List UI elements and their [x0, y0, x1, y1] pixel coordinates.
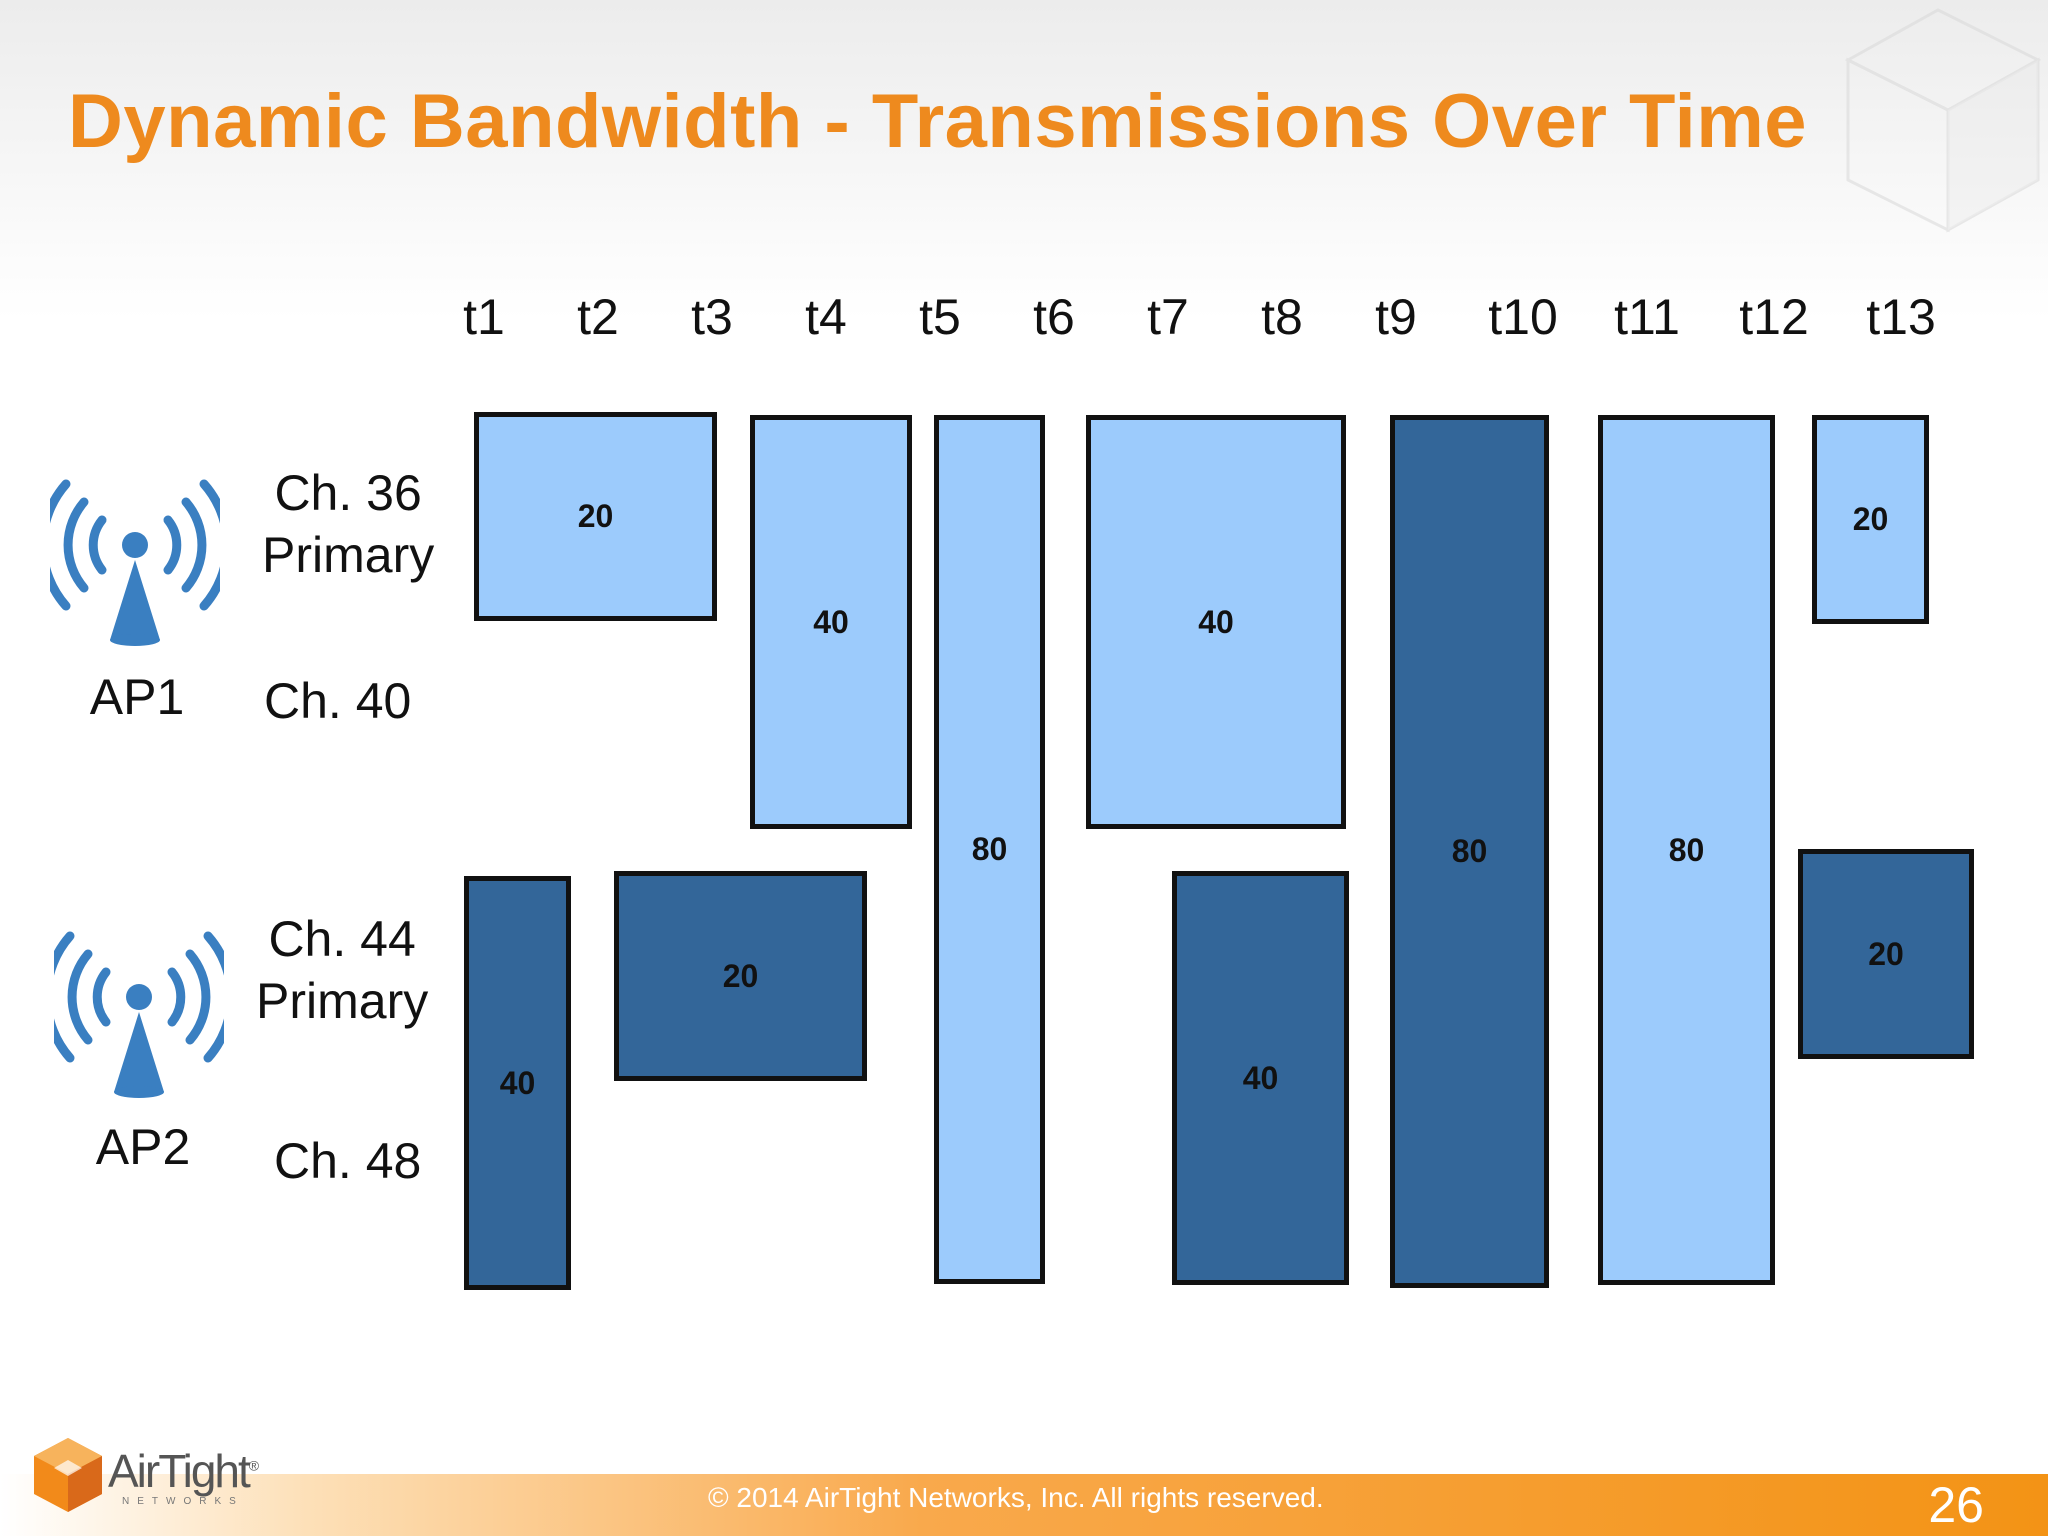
- channel-label-ch36: Ch. 36 Primary: [262, 462, 434, 586]
- channel-primary-tag: Primary: [256, 973, 429, 1029]
- time-label-t6: t6: [1033, 289, 1075, 345]
- channel-label-ch44: Ch. 44 Primary: [256, 908, 428, 1032]
- time-label-t1: t1: [463, 289, 505, 345]
- transmission-block: 40: [1172, 871, 1349, 1285]
- bandwidth-label: 80: [1451, 833, 1488, 869]
- ap1-wireless-antenna-icon: [50, 479, 220, 646]
- decorative-cube-graphic: [1844, 8, 2042, 233]
- transmission-block: 20: [1798, 849, 1974, 1059]
- ap2-label: AP2: [95, 1119, 191, 1175]
- airtight-logo-icon: [34, 1438, 102, 1512]
- transmission-block: 20: [614, 871, 867, 1081]
- channel-label-ch40: Ch. 40: [264, 673, 412, 729]
- bandwidth-label: 20: [577, 498, 614, 534]
- time-label-t2: t2: [577, 289, 619, 345]
- channel-primary-tag: Primary: [262, 527, 435, 583]
- time-label-t3: t3: [691, 289, 733, 345]
- transmission-block: 40: [1086, 415, 1346, 829]
- logo-text: AirTight®: [108, 1445, 259, 1497]
- bandwidth-label: 40: [813, 603, 849, 640]
- time-label-t8: t8: [1261, 289, 1303, 345]
- bandwidth-label: 80: [971, 831, 1008, 867]
- copyright-text: © 2014 AirTight Networks, Inc. All right…: [708, 1482, 1324, 1513]
- time-label-t10: t10: [1488, 289, 1558, 345]
- slide-title: Dynamic Bandwidth - Transmissions Over T…: [68, 79, 1808, 164]
- transmission-block: 40: [750, 415, 912, 829]
- time-label-t4: t4: [805, 289, 847, 345]
- time-label-t13: t13: [1866, 289, 1936, 345]
- bandwidth-label: 40: [1198, 603, 1234, 640]
- ap1-label: AP1: [89, 669, 185, 725]
- bandwidth-label: 40: [1242, 1059, 1279, 1096]
- bandwidth-label: 40: [499, 1064, 536, 1101]
- transmission-block: 80: [934, 415, 1045, 1284]
- transmission-block: 80: [1598, 415, 1775, 1285]
- bandwidth-label: 20: [1852, 501, 1889, 537]
- time-label-t9: t9: [1375, 289, 1417, 345]
- transmission-block: 40: [464, 876, 571, 1290]
- bandwidth-label: 20: [722, 957, 759, 994]
- bandwidth-label: 80: [1668, 831, 1705, 868]
- ap2-wireless-antenna-icon: [54, 931, 224, 1098]
- time-label-t7: t7: [1147, 289, 1189, 345]
- channel-name: Ch. 44: [268, 911, 416, 967]
- channel-label-ch48: Ch. 48: [274, 1133, 422, 1189]
- logo-subtext: NETWORKS: [122, 1496, 244, 1507]
- time-label-t12: t12: [1739, 289, 1809, 345]
- time-label-t5: t5: [919, 289, 961, 345]
- transmission-block: 20: [1812, 415, 1929, 624]
- transmission-block: 20: [474, 412, 717, 621]
- channel-name: Ch. 36: [274, 465, 422, 521]
- bandwidth-label: 20: [1868, 935, 1904, 972]
- footer-bar: [0, 1474, 2048, 1536]
- transmission-block: 80: [1390, 415, 1549, 1288]
- logo-registered-mark: ®: [248, 1457, 259, 1474]
- time-label-t11: t11: [1614, 289, 1680, 345]
- page-number: 26: [1928, 1477, 1984, 1533]
